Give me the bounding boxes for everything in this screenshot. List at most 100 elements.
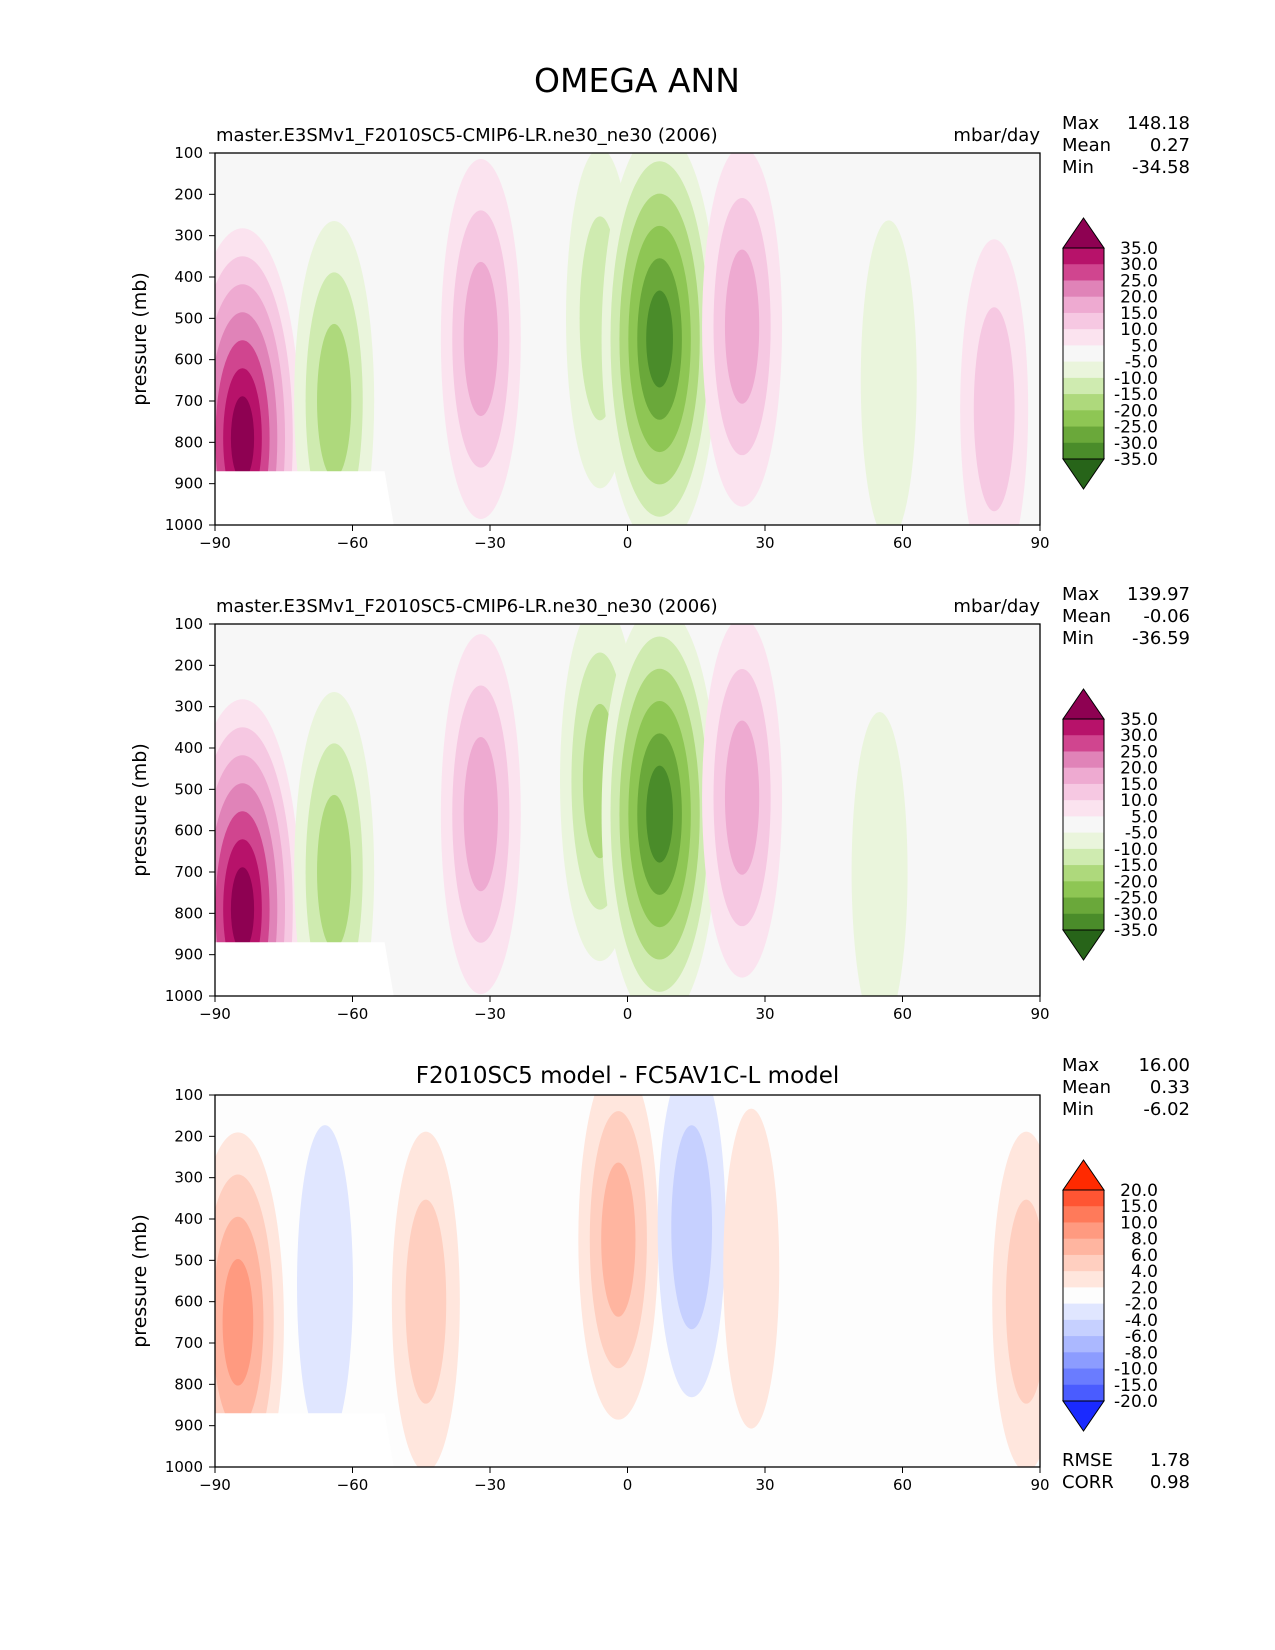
y-tick-label: 700	[174, 1334, 203, 1352]
x-tick-label: −90	[199, 534, 231, 552]
metric-value: 1.78	[1150, 1450, 1190, 1471]
colorbar-tick-label: 10.0	[1120, 1213, 1158, 1233]
stat-value: 16.00	[1138, 1055, 1190, 1076]
y-tick-label: 200	[174, 185, 203, 203]
colorbar-segment	[1063, 735, 1104, 752]
contour-level	[851, 712, 908, 996]
colorbar-frame	[1062, 718, 1105, 931]
colorbar-segment	[1063, 394, 1104, 411]
colorbar-tick-label: 4.0	[1131, 1262, 1158, 1282]
colorbar-segment	[1063, 881, 1104, 899]
colorbar-tick-label: -4.0	[1125, 1311, 1158, 1331]
colorbar-extension-bottom	[1062, 458, 1105, 490]
colorbar-tick-label: 20.0	[1120, 1181, 1158, 1201]
colorbar-segment	[1063, 1352, 1104, 1370]
contour-field	[215, 153, 1029, 525]
x-tick-label: 90	[1030, 534, 1049, 552]
colorbar-tick-label: -15.0	[1114, 1376, 1158, 1396]
colorbar-tick-label: -35.0	[1114, 921, 1158, 941]
y-tick-label: 200	[174, 656, 203, 674]
y-tick-label: 500	[174, 780, 203, 798]
colorbar-tick-label: 30.0	[1120, 726, 1158, 746]
colorbar-tick-label: -30.0	[1114, 434, 1158, 454]
contour-feature	[578, 1095, 659, 1420]
colorbar-segment	[1063, 264, 1104, 281]
stat-value: 148.18	[1127, 113, 1190, 134]
contour-level	[230, 867, 255, 952]
topography-mask	[215, 942, 394, 996]
colorbar-segment	[1063, 248, 1104, 265]
contour-level	[463, 736, 498, 892]
x-tick-label: 30	[755, 534, 774, 552]
colorbar-segment	[1063, 1238, 1104, 1256]
contour-feature	[992, 1131, 1040, 1467]
contour-level	[1005, 1199, 1040, 1404]
colorbar-tick-label: -15.0	[1114, 856, 1158, 876]
contour-level	[317, 323, 352, 479]
colorbar-segment	[1063, 410, 1104, 428]
y-tick-label: 400	[174, 268, 203, 286]
x-tick-label: −90	[199, 1476, 231, 1494]
colorbar-extension-top	[1062, 217, 1105, 249]
colorbar-segment	[1063, 719, 1104, 736]
stat-value: -36.59	[1132, 628, 1190, 649]
x-tick-label: −30	[474, 1005, 506, 1023]
y-tick-label: 900	[174, 1417, 203, 1435]
y-tick-label: 700	[174, 863, 203, 881]
topography-mask	[215, 471, 394, 525]
stat-label: Mean	[1062, 606, 1111, 627]
colorbar-tick-label: 10.0	[1120, 320, 1158, 340]
contour-feature	[294, 692, 375, 996]
colorbar: 35.030.025.020.015.010.05.0-5.0-10.0-15.…	[1062, 217, 1158, 490]
colorbar-tick-label: 15.0	[1120, 775, 1158, 795]
x-tick-label: 30	[755, 1005, 774, 1023]
colorbar-segment	[1063, 377, 1104, 395]
panel-title: master.E3SMv1_F2010SC5-CMIP6-LR.ne30_ne3…	[216, 596, 718, 617]
colorbar-tick-label: -10.0	[1114, 369, 1158, 389]
stat-label: Max	[1062, 584, 1100, 605]
y-tick-label: 600	[174, 822, 203, 840]
colorbar-tick-label: -10.0	[1114, 840, 1158, 860]
contour-level	[297, 1125, 353, 1446]
contour-feature	[601, 624, 718, 996]
y-tick-label: 600	[174, 1293, 203, 1311]
colorbar-extension-top	[1062, 1159, 1105, 1191]
colorbar-segment	[1063, 280, 1104, 298]
metric-value: 0.98	[1150, 1472, 1190, 1493]
stat-value: -0.06	[1143, 606, 1190, 627]
contour-field	[215, 624, 908, 996]
colorbar-tick-label: 10.0	[1120, 791, 1158, 811]
stat-label: Min	[1062, 628, 1094, 649]
colorbar-tick-label: 15.0	[1120, 304, 1158, 324]
y-tick-label: 500	[174, 309, 203, 327]
y-tick-label: 1000	[165, 987, 203, 1005]
y-tick-label: 100	[174, 144, 203, 162]
contour-level	[724, 720, 760, 875]
y-tick-label: 400	[174, 739, 203, 757]
colorbar: 20.015.010.08.06.04.02.0-2.0-4.0-6.0-8.0…	[1062, 1159, 1158, 1432]
y-tick-label: 600	[174, 351, 203, 369]
stat-label: Mean	[1062, 135, 1111, 156]
contour-feature	[297, 1125, 353, 1446]
y-tick-label: 100	[174, 615, 203, 633]
colorbar-segment	[1063, 426, 1104, 444]
colorbar-tick-label: -15.0	[1114, 385, 1158, 405]
x-tick-label: 90	[1030, 1476, 1049, 1494]
y-tick-label: 400	[174, 1210, 203, 1228]
contour-level	[601, 1162, 636, 1317]
colorbar-extension-top	[1062, 688, 1105, 720]
contour-level	[671, 1125, 713, 1330]
contour-level	[724, 249, 760, 404]
contour-feature	[657, 1095, 726, 1398]
stat-value: -6.02	[1143, 1099, 1190, 1120]
stat-value: 0.33	[1150, 1077, 1190, 1098]
contour-level	[860, 220, 917, 525]
contour-feature	[391, 1131, 460, 1467]
colorbar-tick-label: -10.0	[1114, 1360, 1158, 1380]
colorbar-tick-label: 25.0	[1120, 742, 1158, 762]
contour-feature	[215, 1132, 284, 1467]
y-tick-label: 700	[174, 392, 203, 410]
colorbar-tick-label: -5.0	[1125, 824, 1158, 844]
colorbar-segment	[1063, 1384, 1104, 1402]
x-tick-label: −60	[337, 1476, 369, 1494]
